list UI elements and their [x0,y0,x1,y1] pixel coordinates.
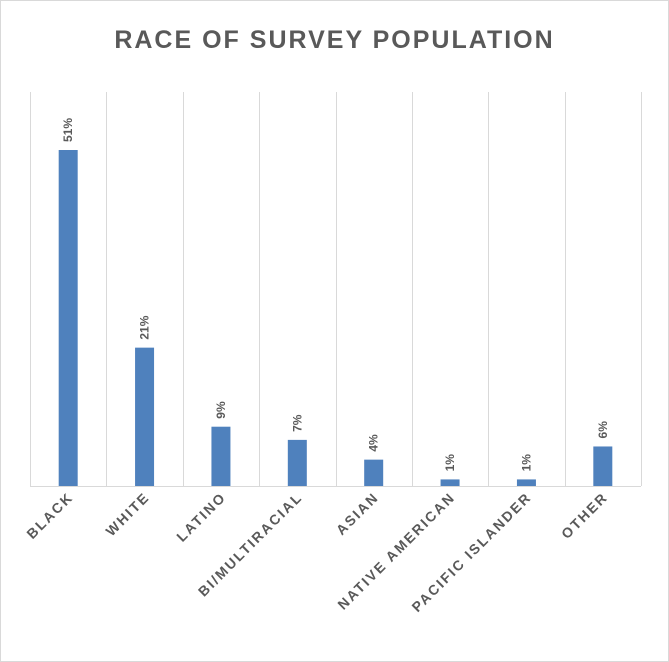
category-label: WHITE [102,489,152,539]
bar-white [135,347,155,486]
category-label: LATINO [173,489,229,545]
category-label: BLACK [23,489,76,542]
data-label: 1% [519,454,533,472]
category-label: ASIAN [333,489,382,538]
data-label: 6% [596,421,610,439]
bar-bi-multiracial [287,439,307,486]
data-label: 4% [367,434,381,452]
bar-latino [211,426,231,486]
category-label: OTHER [558,489,611,542]
bar-pacific-islander [516,479,536,486]
data-label: 9% [214,401,228,419]
bar-native-american [440,479,460,486]
bar-black [58,150,78,486]
data-label: 21% [138,315,152,339]
data-label: 7% [290,414,304,432]
bar-asian [364,459,384,486]
chart-title: RACE OF SURVEY POPULATION [114,26,555,54]
bar-other [593,446,613,486]
data-label: 1% [443,454,457,472]
data-label: 51% [61,118,75,142]
